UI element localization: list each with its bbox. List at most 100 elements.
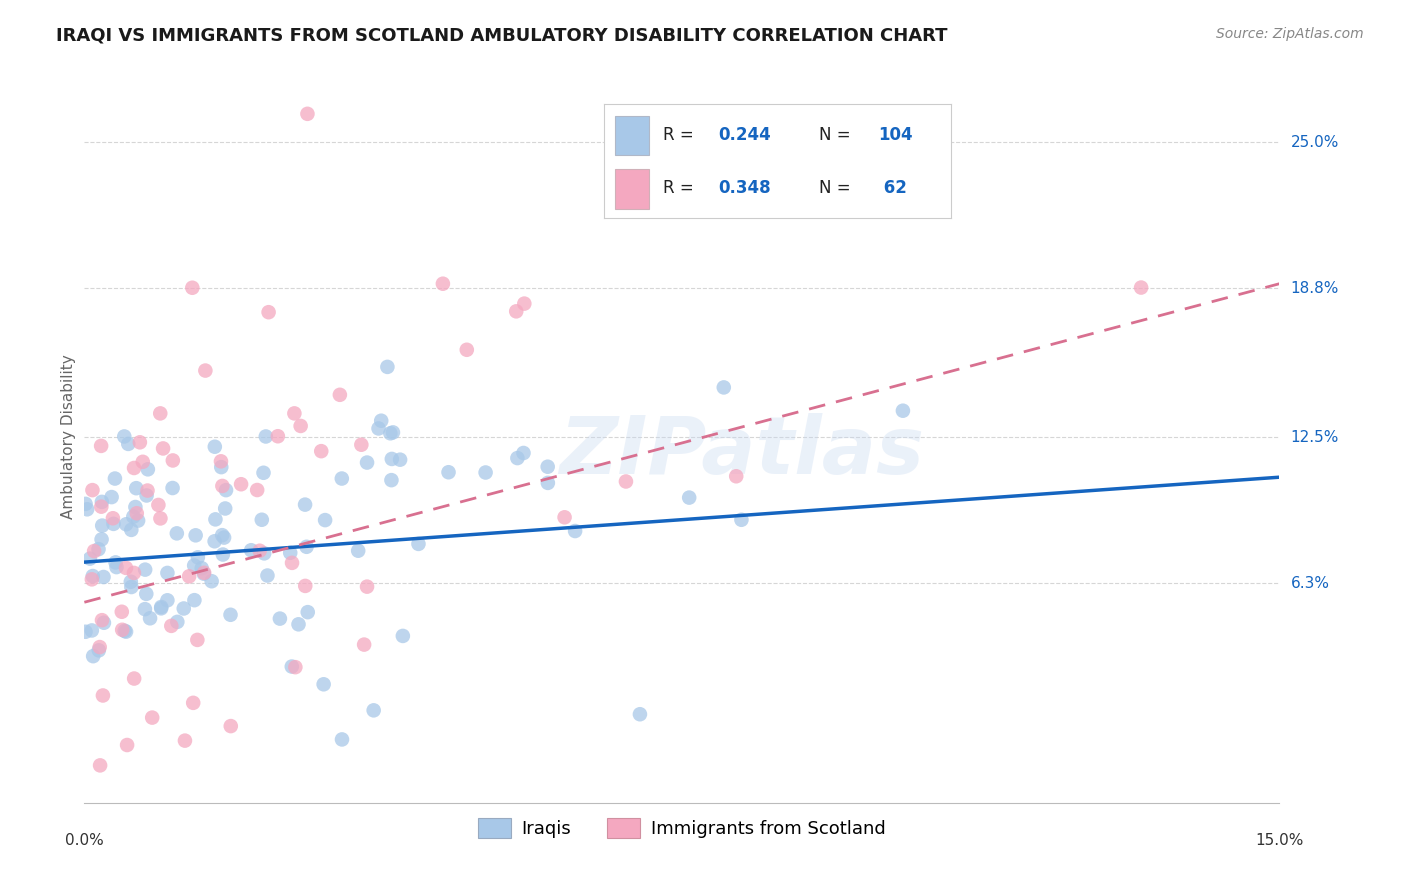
Point <box>367 421 389 435</box>
Text: 12.5%: 12.5% <box>1291 430 1339 444</box>
Point <box>122 509 145 524</box>
Point <box>104 556 127 570</box>
Point <box>257 305 280 319</box>
Point <box>512 446 534 460</box>
Point <box>82 569 104 583</box>
Point <box>128 435 150 450</box>
Point <box>204 534 226 549</box>
Point <box>312 677 335 691</box>
Point <box>93 570 115 584</box>
Point <box>135 587 157 601</box>
Point <box>132 455 155 469</box>
Point <box>91 613 114 627</box>
Point <box>356 580 378 594</box>
Point <box>283 406 305 420</box>
Point <box>80 572 103 586</box>
Point <box>190 561 212 575</box>
Point <box>408 537 430 551</box>
Point <box>125 506 148 520</box>
Point <box>456 343 478 357</box>
Point <box>93 615 115 630</box>
Point <box>148 498 170 512</box>
Point <box>127 514 149 528</box>
Point <box>219 607 242 622</box>
Point <box>564 524 586 538</box>
Point <box>114 624 136 638</box>
Point <box>117 437 139 451</box>
Point <box>83 544 105 558</box>
Point <box>554 510 576 524</box>
Point <box>314 513 336 527</box>
Point <box>149 511 172 525</box>
Point <box>1130 280 1153 294</box>
Point <box>250 513 273 527</box>
Point <box>166 526 188 541</box>
Point <box>278 546 301 560</box>
Point <box>381 452 404 467</box>
Point <box>628 707 651 722</box>
Point <box>229 477 252 491</box>
Point <box>389 452 412 467</box>
Point <box>105 560 128 574</box>
Point <box>162 453 184 467</box>
Point <box>347 543 370 558</box>
Point <box>891 403 914 417</box>
Point <box>136 462 159 476</box>
Point <box>380 473 402 487</box>
Point <box>252 466 274 480</box>
Point <box>152 442 174 456</box>
Point <box>135 488 157 502</box>
Point <box>204 440 226 454</box>
Point <box>284 660 307 674</box>
Point <box>201 574 224 589</box>
Point <box>150 599 173 614</box>
Point <box>122 461 145 475</box>
Point <box>120 580 142 594</box>
Point <box>294 498 316 512</box>
Point <box>156 566 179 580</box>
Point <box>240 543 263 558</box>
Point <box>139 611 162 625</box>
Text: 18.8%: 18.8% <box>1291 281 1339 296</box>
Point <box>474 466 496 480</box>
Point <box>125 481 148 495</box>
Point <box>350 438 373 452</box>
Point <box>186 632 208 647</box>
Point <box>281 659 304 673</box>
Point <box>253 546 276 560</box>
Point <box>184 528 207 542</box>
Point <box>211 528 233 542</box>
Point <box>75 497 97 511</box>
Point <box>537 459 560 474</box>
Point <box>115 561 138 575</box>
Point <box>90 495 112 509</box>
Point <box>193 566 215 580</box>
Point <box>256 568 278 582</box>
Point <box>160 619 183 633</box>
Point <box>269 612 291 626</box>
Point <box>330 732 353 747</box>
Point <box>267 429 290 443</box>
Text: 0.0%: 0.0% <box>65 833 104 848</box>
Point <box>297 605 319 619</box>
Point <box>297 107 319 121</box>
Point <box>329 388 352 402</box>
Point <box>219 719 242 733</box>
Point <box>353 638 375 652</box>
Point <box>122 566 145 580</box>
Point <box>156 593 179 607</box>
Point <box>193 566 215 581</box>
Point <box>381 425 404 440</box>
Point <box>678 491 700 505</box>
Point <box>120 523 142 537</box>
Point <box>212 548 235 562</box>
Point <box>614 475 637 489</box>
Point <box>295 540 318 554</box>
Point <box>537 475 560 490</box>
Point <box>370 414 392 428</box>
Point <box>134 602 156 616</box>
Point <box>432 277 454 291</box>
Legend: Iraqis, Immigrants from Scotland: Iraqis, Immigrants from Scotland <box>471 811 893 845</box>
Point <box>82 649 104 664</box>
Point <box>281 556 304 570</box>
